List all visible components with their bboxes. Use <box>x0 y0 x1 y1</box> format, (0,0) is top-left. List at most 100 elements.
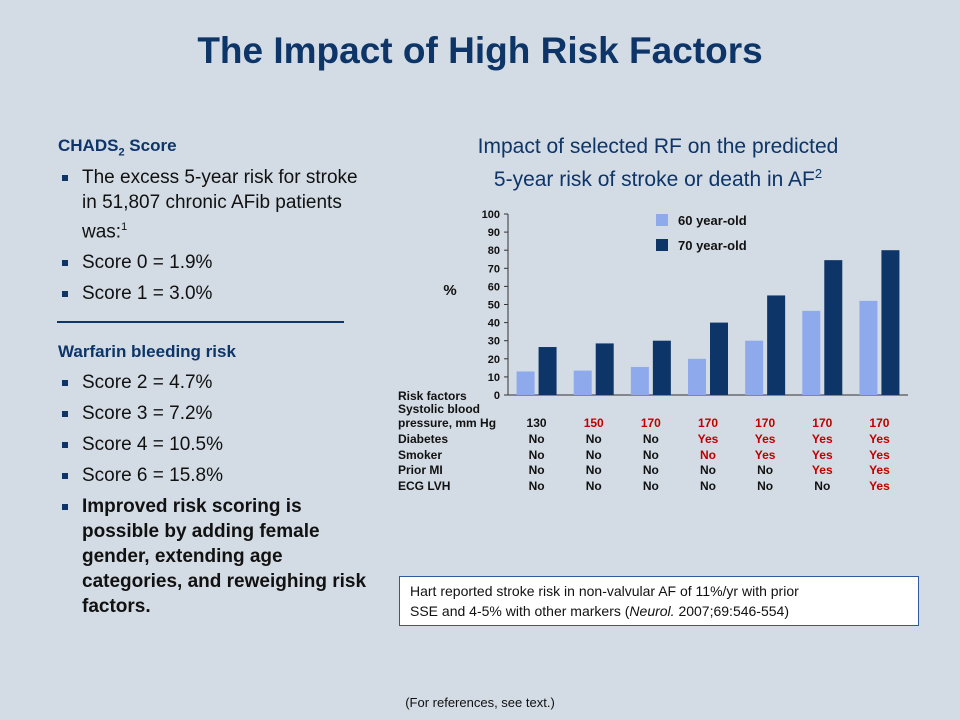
chads-head-text: CHADS <box>58 136 119 155</box>
improved-scoring-text: Improved risk scoring is possible by add… <box>82 496 367 617</box>
chads-intro-text: The excess 5-year risk for stroke in 51,… <box>82 167 358 243</box>
list-item: Score 2 = 4.7% <box>58 370 368 395</box>
note-line1: Hart reported stroke risk in non-valvula… <box>410 583 799 599</box>
reference-superscript: 1 <box>121 221 128 233</box>
table-cell: No <box>814 479 831 493</box>
bar-70-year-7 <box>881 250 900 395</box>
list-item: Improved risk scoring is possible by add… <box>58 494 368 619</box>
hart-note-box: Hart reported stroke risk in non-valvula… <box>399 576 919 626</box>
list-item-text: Score 0 = 1.9% <box>82 252 213 274</box>
table-cell: 170 <box>869 416 890 430</box>
warfarin-heading: Warfarin bleeding risk <box>58 342 236 361</box>
table-cell: Yes <box>697 432 719 446</box>
bar-60-year-5 <box>745 340 764 395</box>
list-item: The excess 5-year risk for stroke in 51,… <box>58 165 368 244</box>
table-cell: No <box>700 479 716 493</box>
bar-60-year-3 <box>630 366 649 395</box>
y-tick-label: 20 <box>488 354 500 366</box>
table-cell: Yes <box>869 432 890 446</box>
list-item-text: Score 3 = 7.2% <box>82 403 213 424</box>
table-cell: No <box>528 479 545 493</box>
list-item: Score 3 = 7.2% <box>58 401 368 426</box>
table-cell: Yes <box>754 448 776 462</box>
chart-root: 0 10 20 30 40 50 60 70 80 90 100% 60 year-old 70 yea… <box>443 209 908 402</box>
list-item-text: Score 1 = 3.0% <box>82 283 213 305</box>
table-cell: 170 <box>697 416 719 430</box>
table-cell: 130 <box>526 416 547 430</box>
chads-subscript: 2 <box>118 146 125 159</box>
legend-swatch <box>656 239 668 251</box>
table-cell: No <box>757 479 774 493</box>
bullet-icon <box>62 504 68 510</box>
y-axis-label: % <box>443 282 456 299</box>
bullet-icon <box>62 260 68 267</box>
table-cell: No <box>642 448 659 462</box>
row-label: Diabetes <box>398 432 449 446</box>
note-line2: SSE and 4-5% with other markers (Neurol.… <box>410 601 908 621</box>
risk-factor-table: Risk factors Systolic blood pressure, mm H… <box>398 389 918 499</box>
chads-head-tail: Score <box>124 136 177 155</box>
table-cell: Yes <box>869 463 890 477</box>
legend-label: 70 year-old <box>678 238 747 253</box>
bar-chart: 0 10 20 30 40 50 60 70 80 90 100% 60 year-old 70 yea… <box>443 209 908 402</box>
y-tick-label: 80 <box>488 245 500 257</box>
table-cell: Yes <box>754 432 776 446</box>
table-cell: 170 <box>755 416 776 430</box>
y-tick-label: 50 <box>488 300 500 312</box>
table-cell: No <box>585 448 602 462</box>
table-cell: Yes <box>811 432 833 446</box>
table-cell: 170 <box>812 416 833 430</box>
table-cell: No <box>528 463 545 477</box>
chart-title-line2: 5-year risk of stroke or death in AF <box>493 168 815 191</box>
table-cell: 170 <box>640 416 661 430</box>
list-item: Score 4 = 10.5% <box>58 432 368 457</box>
table-cell: Yes <box>811 463 833 477</box>
bullet-icon <box>62 442 68 448</box>
table-cell: No <box>757 463 774 477</box>
table-cell: No <box>528 432 545 446</box>
bullet-icon <box>62 380 68 386</box>
footer-references: (For references, see text.) <box>405 695 555 710</box>
table-cell: Yes <box>811 448 833 462</box>
row-label-systolic-line2: pressure, mm Hg <box>398 416 497 430</box>
bar-60-year-7 <box>859 300 878 395</box>
bullet-icon <box>62 473 68 479</box>
y-tick-label: 30 <box>488 336 500 348</box>
bar-60-year-1 <box>516 371 535 395</box>
legend-swatch <box>656 214 668 226</box>
note-citation: 2007;69:546-554) <box>674 603 789 619</box>
risk-factors-header: Risk factors <box>398 389 467 403</box>
list-item-text: Score 2 = 4.7% <box>82 372 213 393</box>
table-cell: Yes <box>869 448 890 462</box>
y-tick-label: 40 <box>488 318 500 330</box>
bar-70-year-1 <box>538 347 557 395</box>
table-cell: No <box>585 432 602 446</box>
chart-title-reference: 2 <box>814 166 823 181</box>
bar-60-year-4 <box>688 358 706 395</box>
row-label: Smoker <box>398 448 443 462</box>
bar-60-year-6 <box>802 310 821 395</box>
row-label-systolic-line1: Systolic blood <box>398 402 481 416</box>
journal-name: Neurol. <box>629 603 675 619</box>
bar-70-year-4 <box>710 322 728 395</box>
y-tick-label: 0 <box>494 390 500 402</box>
list-item-text: Score 6 = 15.8% <box>82 465 224 486</box>
table-cell: No <box>700 463 716 477</box>
note-line2-text: SSE and 4-5% with other markers ( <box>410 603 630 619</box>
chads-list: The excess 5-year risk for stroke in 51,… <box>58 165 368 312</box>
list-item: Score 0 = 1.9% <box>58 250 368 275</box>
y-tick-label: 70 <box>488 263 500 275</box>
y-tick-label: 100 <box>482 209 500 221</box>
row-label: Prior MI <box>398 463 443 477</box>
bar-70-year-5 <box>767 295 786 395</box>
table-cell: 150 <box>583 416 604 430</box>
table-cell: No <box>642 432 659 446</box>
table-cell: No <box>642 479 659 493</box>
chads-heading: CHADS2 Score <box>58 136 177 158</box>
table-cell: No <box>700 448 716 462</box>
chart-title-line2-wrap: 5-year risk of stroke or death in AF2 <box>380 160 936 193</box>
y-tick-label: 10 <box>488 372 500 384</box>
legend-label: 60 year-old <box>678 213 747 228</box>
list-item: Score 1 = 3.0% <box>58 281 368 306</box>
y-tick-label: 60 <box>488 281 500 293</box>
